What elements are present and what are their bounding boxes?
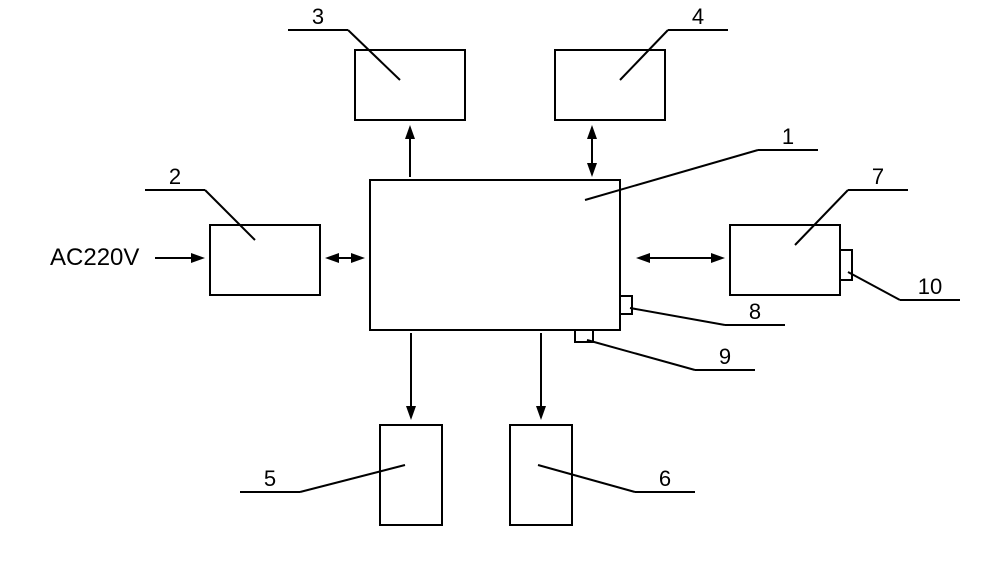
box-3 bbox=[355, 50, 465, 120]
label-7: 7 bbox=[872, 164, 884, 189]
box-4 bbox=[555, 50, 665, 120]
box-2 bbox=[210, 225, 320, 295]
box-1 bbox=[370, 180, 620, 330]
label-10: 10 bbox=[918, 274, 942, 299]
box-5 bbox=[380, 425, 442, 525]
label-4: 4 bbox=[692, 4, 704, 29]
label-2: 2 bbox=[169, 164, 181, 189]
box-7 bbox=[730, 225, 840, 295]
label-8: 8 bbox=[749, 299, 761, 324]
ac-input-label: AC220V bbox=[50, 244, 139, 271]
box-10 bbox=[840, 250, 852, 280]
label-9: 9 bbox=[719, 344, 731, 369]
block-diagram: AC220V 1 2 3 4 5 6 7 89 10 bbox=[0, 0, 1000, 570]
label-1: 1 bbox=[782, 124, 794, 149]
label-3: 3 bbox=[312, 4, 324, 29]
label-6: 6 bbox=[659, 466, 671, 491]
box-6 bbox=[510, 425, 572, 525]
label-5: 5 bbox=[264, 466, 276, 491]
box-8 bbox=[620, 296, 632, 314]
